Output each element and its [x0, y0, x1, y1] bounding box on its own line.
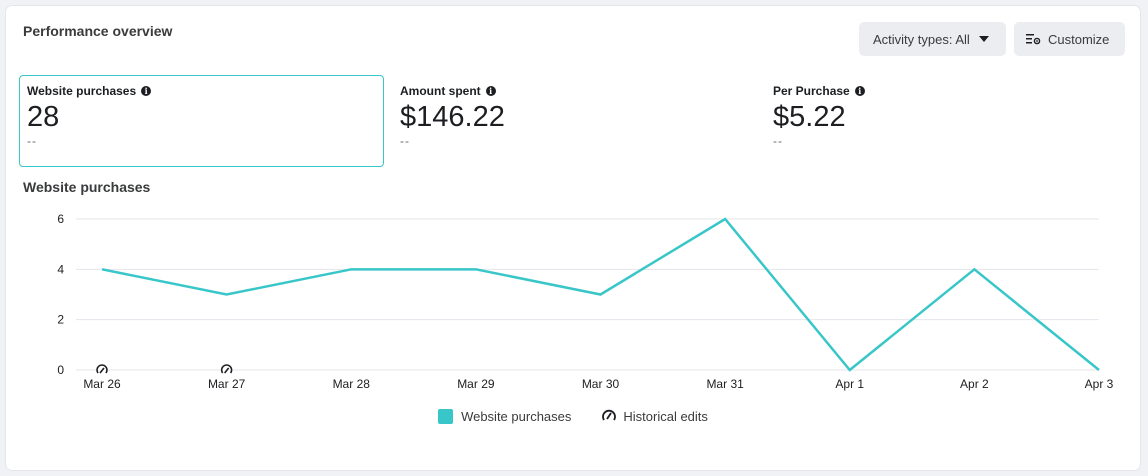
y-tick-label: 4 — [57, 262, 64, 276]
y-tick-label: 0 — [57, 363, 64, 377]
x-tick-label: Mar 28 — [333, 377, 371, 391]
metric-delta: -- — [400, 134, 410, 148]
info-icon[interactable]: i — [854, 86, 865, 96]
y-tick-label: 2 — [57, 313, 64, 327]
metric-value: 28 — [27, 101, 60, 133]
metric-amount-spent[interactable]: Amount spent i $146.22 -- — [392, 75, 757, 167]
metric-delta: -- — [773, 134, 783, 148]
x-tick-label: Mar 29 — [457, 377, 495, 391]
metric-label: Website purchases i — [27, 84, 383, 98]
x-tick-label: Mar 30 — [582, 377, 620, 391]
customize-label: Customize — [1048, 31, 1110, 47]
customize-icon — [1026, 34, 1041, 45]
chart-legend: Website purchases Historical edits — [6, 408, 1140, 424]
historical-edit-marker[interactable] — [220, 364, 233, 376]
metric-label-text: Per Purchase — [773, 84, 850, 98]
metric-label: Per Purchase i — [773, 84, 1130, 98]
metric-label-text: Website purchases — [27, 84, 137, 98]
legend-item-historical-edits[interactable]: Historical edits — [601, 408, 708, 424]
y-tick-label: 6 — [57, 212, 64, 226]
metric-per-purchase[interactable]: Per Purchase i $5.22 -- — [765, 75, 1130, 167]
series-swatch — [438, 408, 454, 424]
legend-edits-label: Historical edits — [623, 408, 708, 424]
historical-edit-icon — [601, 408, 617, 424]
metric-label-text: Amount spent — [400, 84, 481, 98]
metric-value: $5.22 — [773, 101, 846, 133]
caret-down-icon — [978, 36, 989, 42]
page-title: Performance overview — [23, 23, 173, 39]
x-tick-label: Mar 27 — [208, 377, 246, 391]
x-tick-label: Apr 1 — [835, 377, 864, 391]
metric-delta: -- — [27, 134, 37, 148]
info-icon[interactable]: i — [141, 86, 152, 96]
activity-types-dropdown[interactable]: Activity types: All — [859, 22, 1006, 56]
metric-website-purchases[interactable]: Website purchases i 28 -- — [19, 75, 384, 167]
metric-label: Amount spent i — [400, 84, 757, 98]
performance-overview-card: Performance overview Activity types: All… — [6, 6, 1140, 470]
info-icon[interactable]: i — [485, 86, 496, 96]
legend-item-series[interactable]: Website purchases — [438, 408, 572, 424]
legend-series-label: Website purchases — [461, 408, 572, 424]
metric-value: $146.22 — [400, 101, 505, 133]
line-chart: 0 2 4 6 Mar 26 Mar 27 Mar 28 Mar 29 Mar 30 Mar 31… — [57, 212, 1114, 391]
customize-button[interactable]: Customize — [1014, 22, 1125, 56]
x-tick-label: Apr 2 — [960, 377, 989, 391]
chart-title: Website purchases — [23, 179, 151, 195]
activity-types-label: Activity types: All — [873, 31, 970, 47]
historical-edit-marker[interactable] — [96, 364, 108, 376]
x-tick-label: Mar 31 — [706, 377, 744, 391]
x-tick-label: Apr 3 — [1085, 377, 1114, 391]
x-tick-label: Mar 26 — [83, 377, 121, 391]
